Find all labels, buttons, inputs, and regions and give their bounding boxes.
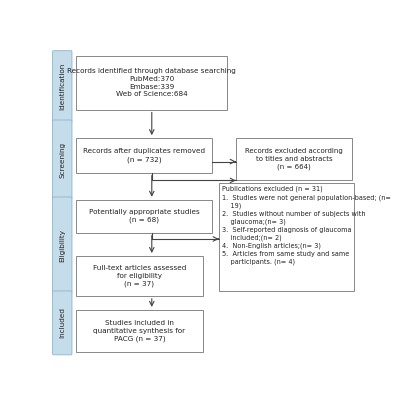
FancyBboxPatch shape <box>76 310 203 352</box>
Text: Eligibility: Eligibility <box>59 229 65 262</box>
FancyBboxPatch shape <box>76 256 203 296</box>
FancyBboxPatch shape <box>219 183 354 290</box>
FancyBboxPatch shape <box>53 197 72 293</box>
FancyBboxPatch shape <box>53 51 72 122</box>
Text: Full-text articles assessed
for eligibility
(n = 37): Full-text articles assessed for eligibil… <box>93 265 186 287</box>
FancyBboxPatch shape <box>53 120 72 199</box>
FancyBboxPatch shape <box>76 138 212 173</box>
Text: Records after duplicates removed
(n = 732): Records after duplicates removed (n = 73… <box>83 148 205 162</box>
Text: Included: Included <box>59 307 65 338</box>
Text: Records identified through database searching
PubMed:370
Embase:339
Web of Scien: Records identified through database sear… <box>67 68 236 97</box>
Text: Screening: Screening <box>59 142 65 178</box>
Text: Studies included in
quantitative synthesis for
PACG (n = 37): Studies included in quantitative synthes… <box>93 320 186 342</box>
Text: Identification: Identification <box>59 63 65 110</box>
FancyBboxPatch shape <box>76 56 227 110</box>
FancyBboxPatch shape <box>53 291 72 355</box>
FancyBboxPatch shape <box>236 138 352 180</box>
Text: Potentially appropriate studies
(n = 68): Potentially appropriate studies (n = 68) <box>89 209 200 223</box>
FancyBboxPatch shape <box>76 200 212 233</box>
Text: Publications excluded (n = 31)
1.  Studies were not general population-based; (n: Publications excluded (n = 31) 1. Studie… <box>222 186 391 265</box>
Text: Records excluded according
to titles and abstracts
(n = 664): Records excluded according to titles and… <box>245 148 343 170</box>
